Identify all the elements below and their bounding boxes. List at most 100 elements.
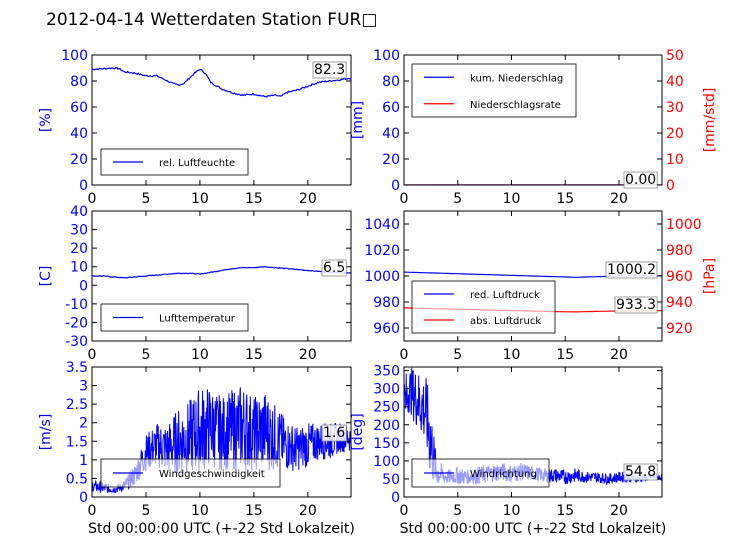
last-value-label: 54.8 xyxy=(625,464,656,480)
axes-frame xyxy=(91,210,352,342)
axes-frame xyxy=(91,54,352,186)
y-tick-label: 3.5 xyxy=(66,360,88,376)
last-value-label: 1.6 xyxy=(323,425,345,441)
y-tick-label: 0 xyxy=(79,490,88,506)
y-axis-label: [C] xyxy=(38,266,54,287)
y-tick-label: 0 xyxy=(391,490,400,506)
legend-entry: Niederschlagsrate xyxy=(470,100,561,111)
y-tick-label: 40 xyxy=(382,126,400,142)
x-tick-label: 5 xyxy=(453,503,462,519)
series-line-temperature-0 xyxy=(92,265,351,279)
y-tick-label: 100 xyxy=(373,48,400,64)
x-tick-label: 0 xyxy=(400,503,409,519)
y-tick-label: -30 xyxy=(65,334,88,350)
axes-frame xyxy=(403,366,663,498)
last-value-box xyxy=(605,261,658,279)
last-value-right-box xyxy=(614,296,658,314)
x-tick-label: 20 xyxy=(299,347,317,363)
axes-frame xyxy=(91,366,352,498)
x-tick-label: 10 xyxy=(503,347,521,363)
x-tick-label: 15 xyxy=(556,347,574,363)
y-tick-label: 1020 xyxy=(364,243,400,259)
last-value-box xyxy=(321,424,347,442)
series-line-humidity-0 xyxy=(92,66,351,98)
y-right-tick-label: 30 xyxy=(666,100,684,116)
y-tick-label: 1.5 xyxy=(66,434,88,450)
y-tick-label: 980 xyxy=(373,295,400,311)
last-value-label: 1000.2 xyxy=(607,262,656,278)
panel-precipitation: 0 5 10 15 20 0 20 40 60 80 100 0 10 20 30 40 50 [mm] [mm/s… xyxy=(350,48,718,207)
y-tick-label: -10 xyxy=(65,297,88,313)
y-tick-label: -20 xyxy=(65,315,88,331)
last-value-label: 0.00 xyxy=(625,172,656,188)
y-tick-label: 960 xyxy=(373,321,400,337)
y-tick-label: 300 xyxy=(373,382,400,398)
x-tick-label: 20 xyxy=(610,347,628,363)
y-right-axis-label: [hPa] xyxy=(702,258,718,294)
y-tick-label: 150 xyxy=(373,436,400,452)
y-tick-label: 60 xyxy=(382,100,400,116)
y-tick-label: 350 xyxy=(373,364,400,380)
y-tick-label: 200 xyxy=(373,418,400,434)
y-right-tick-label: 50 xyxy=(666,48,684,64)
y-tick-label: 50 xyxy=(382,472,400,488)
last-value-label: 6.5 xyxy=(323,260,345,276)
y-right-tick-label: 1000 xyxy=(666,217,702,233)
y-tick-label: 100 xyxy=(373,454,400,470)
last-value-right-label: 933.3 xyxy=(616,297,656,313)
panel-temperature: 0 5 10 15 20 -30 -20 -10 0 10 20 30 40 [C] Lufttempera… xyxy=(38,204,352,363)
x-tick-label: 0 xyxy=(88,503,97,519)
y-tick-label: 10 xyxy=(70,260,88,276)
y-tick-label: 80 xyxy=(70,74,88,90)
x-tick-label: 10 xyxy=(503,503,521,519)
x-tick-label: 5 xyxy=(141,503,150,519)
x-tick-label: 5 xyxy=(141,347,150,363)
y-axis-label: [deg] xyxy=(350,413,366,450)
y-axis-label: [%] xyxy=(38,108,54,132)
x-tick-label: 5 xyxy=(453,347,462,363)
x-tick-label: 15 xyxy=(556,191,574,207)
x-axis-label: Std 00:00:00 UTC (+-22 Std Lokalzeit) xyxy=(400,521,667,537)
y-tick-label: 20 xyxy=(70,241,88,257)
x-tick-label: 15 xyxy=(245,347,263,363)
x-axis-label: Std 00:00:00 UTC (+-22 Std Lokalzeit) xyxy=(88,521,355,537)
y-tick-label: 1040 xyxy=(364,217,400,233)
x-tick-label: 20 xyxy=(299,503,317,519)
x-tick-label: 5 xyxy=(141,191,150,207)
legend-entry: kum. Niederschlag xyxy=(470,73,563,84)
y-tick-label: 2.5 xyxy=(66,397,88,413)
x-tick-label: 10 xyxy=(191,503,209,519)
legend-entry: Windgeschwindigkeit xyxy=(159,469,265,480)
y-tick-label: 2 xyxy=(79,416,88,432)
last-value-box xyxy=(623,463,658,481)
x-tick-label: 0 xyxy=(400,191,409,207)
y-right-tick-label: 940 xyxy=(666,295,693,311)
x-tick-label: 20 xyxy=(299,191,317,207)
figure-title: 2012-04-14 Wetterdaten Station FUR□ xyxy=(46,10,378,30)
y-right-tick-label: 40 xyxy=(666,74,684,90)
x-tick-label: 15 xyxy=(245,191,263,207)
legend-box xyxy=(411,458,550,488)
last-value-label: 82.3 xyxy=(314,62,345,78)
x-tick-label: 0 xyxy=(400,347,409,363)
x-tick-label: 20 xyxy=(610,191,628,207)
y-axis-label: [mm] xyxy=(350,101,366,139)
y-right-tick-label: 0 xyxy=(666,178,675,194)
y-tick-label: 0 xyxy=(79,178,88,194)
y-right-tick-label: 10 xyxy=(666,152,684,168)
y-right-tick-label: 960 xyxy=(666,269,693,285)
y-tick-label: 40 xyxy=(70,204,88,220)
y-right-tick-label: 980 xyxy=(666,243,693,259)
last-value-box xyxy=(321,259,347,277)
axes-frame xyxy=(403,54,663,186)
y-tick-label: 0 xyxy=(391,178,400,194)
y-tick-label: 250 xyxy=(373,400,400,416)
panel-humidity: 0 5 10 15 20 0 20 40 60 80 100 [%] rel. Luftfeuchte 8… xyxy=(38,48,352,207)
y-tick-label: 100 xyxy=(61,48,88,64)
legend-box xyxy=(100,458,281,488)
x-tick-label: 0 xyxy=(88,347,97,363)
y-axis-label: [m/s] xyxy=(38,414,54,451)
